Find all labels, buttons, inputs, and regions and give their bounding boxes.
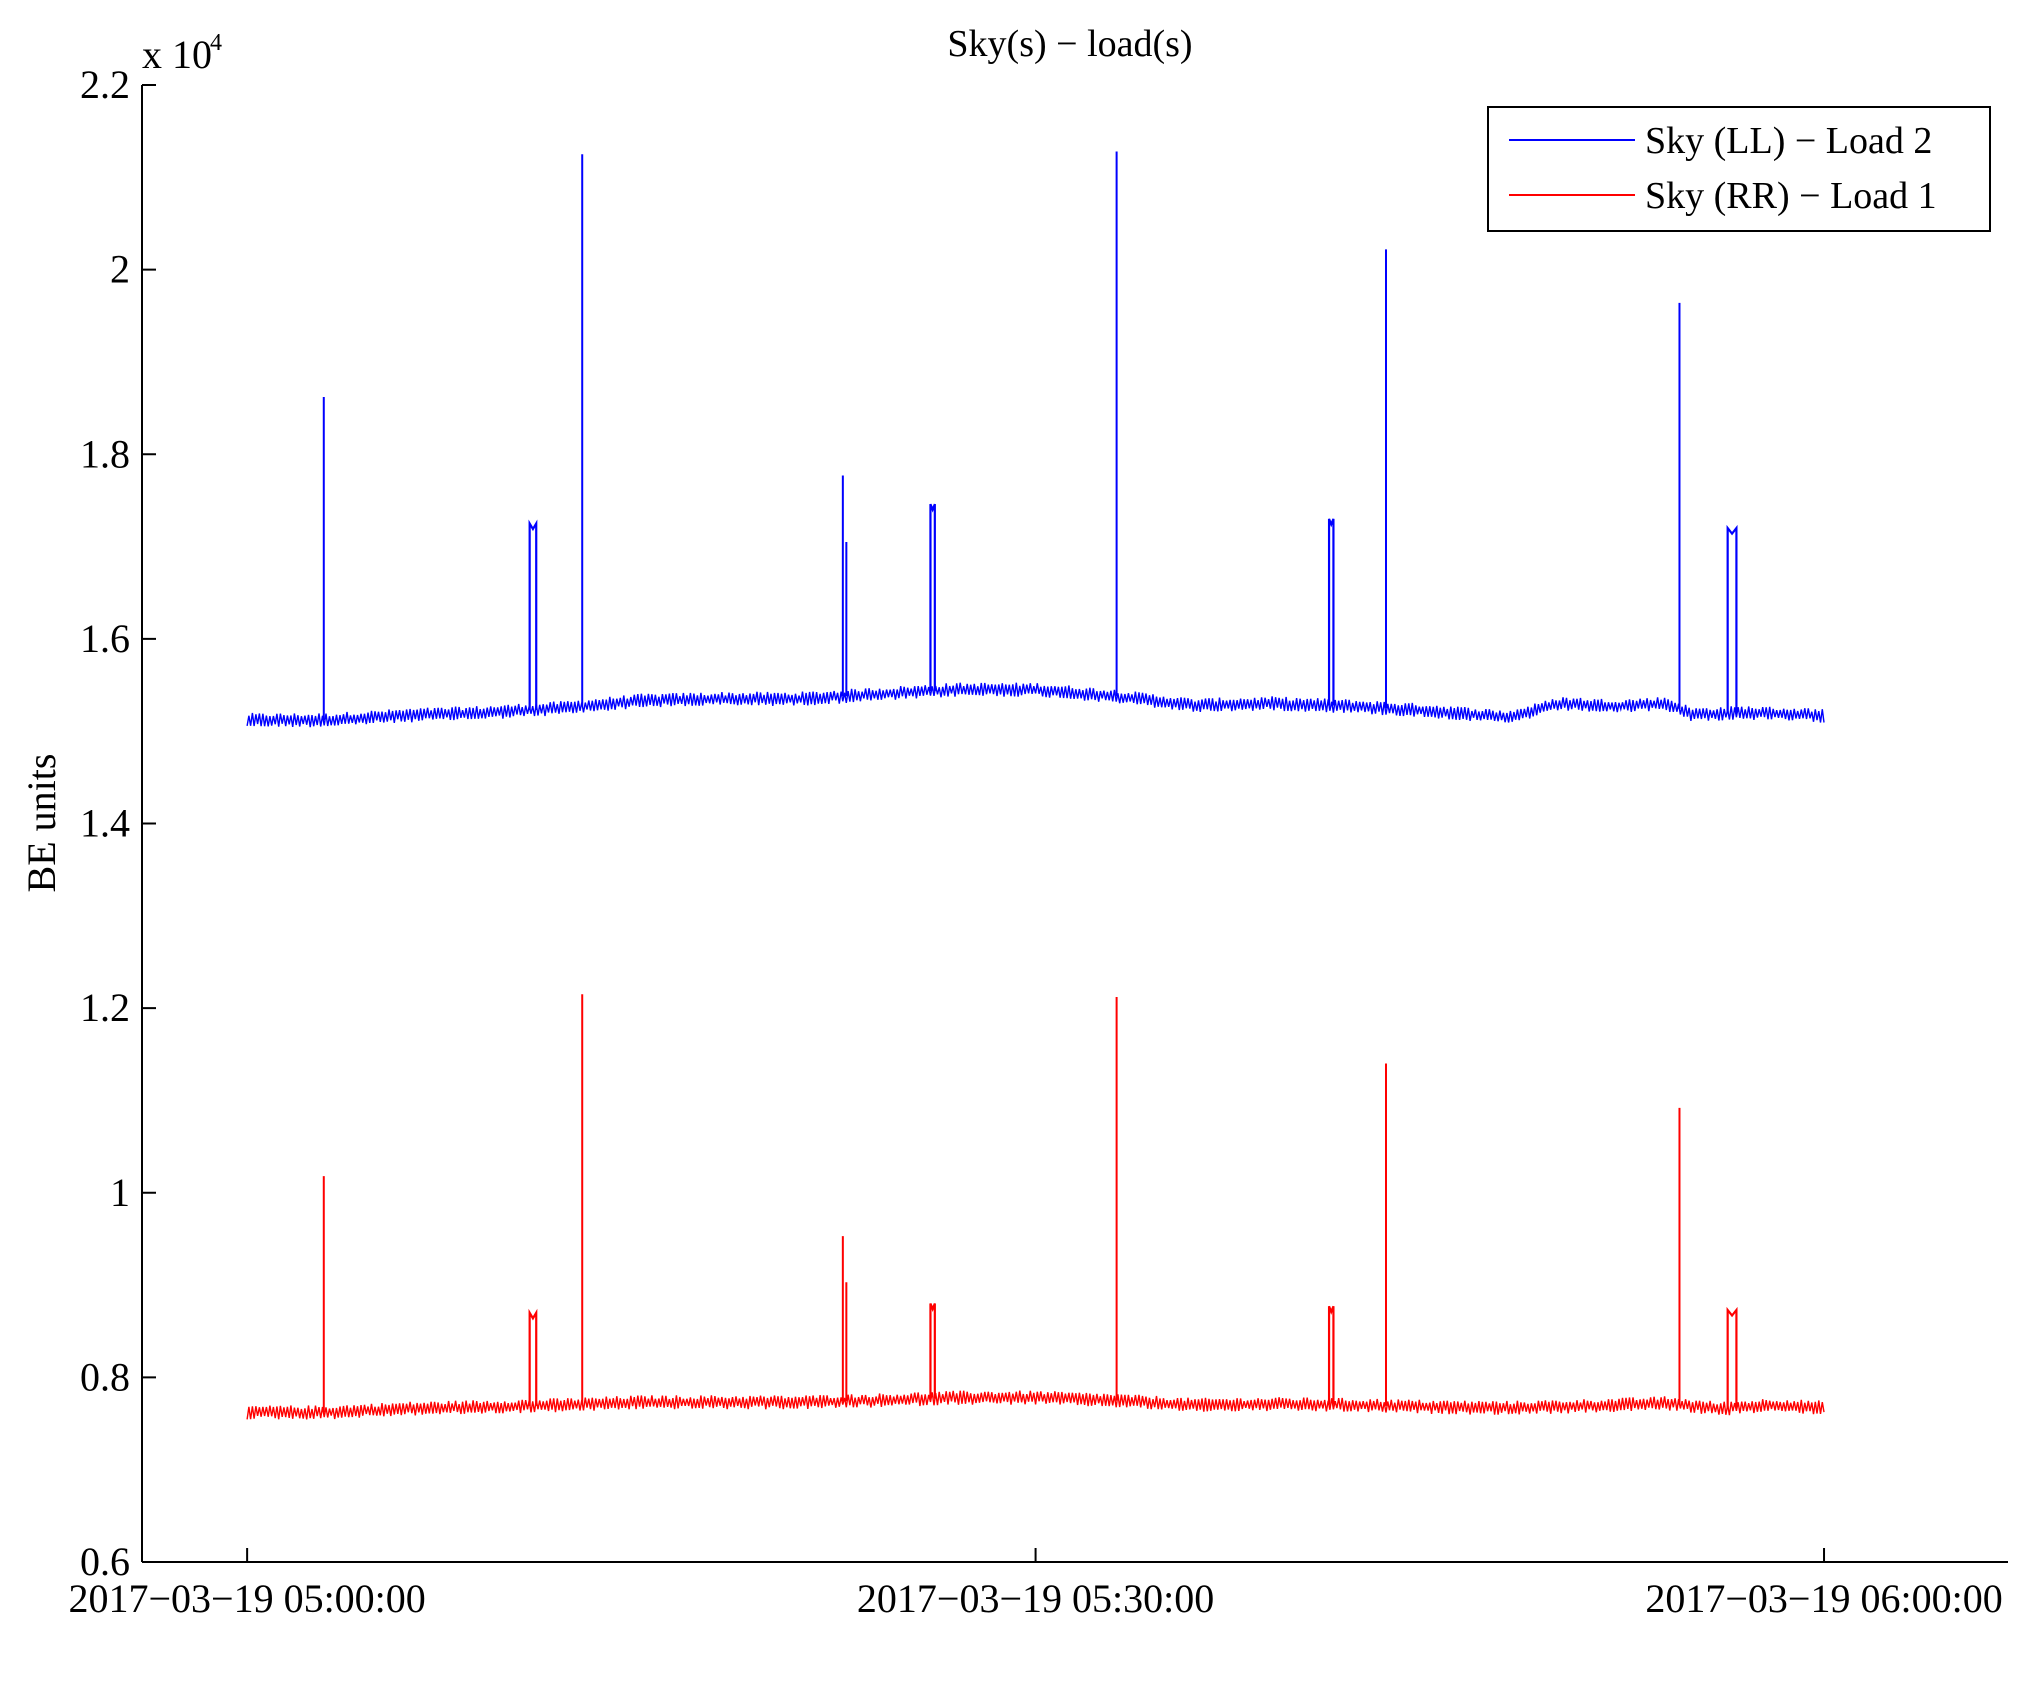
plot-area [246, 151, 1825, 1420]
y-tick-label: 2.2 [80, 62, 130, 107]
y-tick-label: 1.6 [80, 616, 130, 661]
y-scale-exponent: 4 [210, 30, 222, 56]
plateau-mark [1327, 518, 1335, 706]
series-layer [246, 151, 1825, 1420]
y-tick-label: 1 [110, 1170, 130, 1215]
y-tick-label: 1.2 [80, 985, 130, 1030]
x-ticks: 2017−03−19 05:00:00 2017−03−19 05:30:00 20… [68, 1548, 2003, 1621]
plateau-mark [1726, 1306, 1738, 1409]
legend-box [1487, 106, 1991, 232]
y-tick-label: 0.8 [80, 1354, 130, 1399]
y-scale-note: x 10 [142, 32, 212, 77]
plateau-mark [929, 503, 936, 692]
plateau-mark [528, 1308, 538, 1406]
y-axis-label: BE units [19, 754, 64, 893]
y-tick-label: 0.6 [80, 1539, 130, 1584]
series-line [246, 1390, 1825, 1420]
y-ticks: 0.6 0.8 1 1.2 1.4 1.6 1.8 2 2.2 [80, 62, 156, 1584]
plateau-mark [1726, 524, 1738, 714]
legend: Sky (LL) − Load 2 Sky (RR) − Load 1 [1487, 106, 1991, 232]
plateau-mark [929, 1303, 936, 1399]
axes-layer: 0.6 0.8 1 1.2 1.4 1.6 1.8 2 2.2 2017−03−19 05:00… [68, 62, 2008, 1621]
chart-title: Sky(s) − load(s) [947, 23, 1192, 65]
x-tick-label: 2017−03−19 05:00:00 [68, 1576, 425, 1621]
series-ll [246, 151, 1825, 728]
x-tick-label: 2017−03−19 05:30:00 [857, 1576, 1214, 1621]
plateau-mark [528, 519, 538, 711]
y-tick-label: 2 [110, 247, 130, 292]
y-tick-label: 1.4 [80, 801, 130, 846]
y-tick-label: 1.8 [80, 431, 130, 476]
legend-label-rr: Sky (RR) − Load 1 [1645, 175, 1937, 217]
series-line [246, 682, 1825, 728]
legend-label-ll: Sky (LL) − Load 2 [1645, 120, 1932, 162]
x-tick-label: 2017−03−19 06:00:00 [1645, 1576, 2002, 1621]
y-scale-multiplier: x 10 4 [142, 30, 222, 77]
series-rr [246, 994, 1825, 1420]
plateau-mark [1327, 1305, 1335, 1405]
